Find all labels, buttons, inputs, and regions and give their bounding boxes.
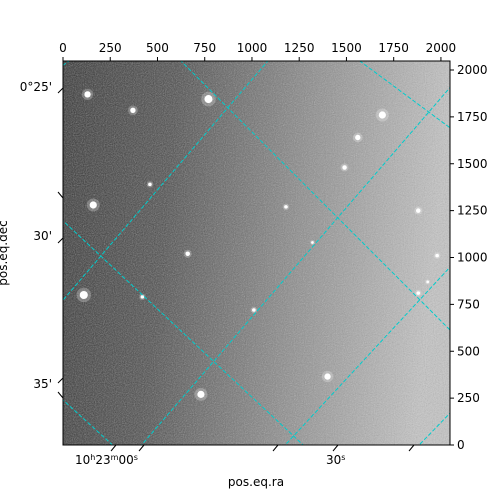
right-tick-label: 1250: [457, 204, 488, 218]
right-tick-label: 750: [457, 297, 480, 311]
right-tick-label: 0: [457, 438, 465, 452]
right-tick-label: 1000: [457, 251, 488, 265]
star: [130, 107, 136, 114]
star: [140, 295, 145, 299]
ra-tick-mark: [408, 444, 415, 452]
dec-tick-mark: [57, 191, 64, 199]
top-tick-label: 1500: [331, 41, 362, 55]
top-tick-label: 2000: [426, 41, 457, 55]
star: [342, 165, 347, 170]
ra-tick-label-2: 30s: [326, 453, 345, 467]
dec-tick-mark: [57, 87, 64, 94]
star: [204, 95, 213, 104]
star: [416, 291, 421, 295]
star: [324, 373, 331, 380]
star: [79, 290, 88, 300]
star: [197, 390, 205, 398]
dec-tick-label-1: 0°25': [20, 80, 52, 94]
star: [426, 280, 430, 284]
star: [416, 208, 421, 213]
star: [284, 205, 288, 209]
ra-tick-label-1: 10h23m00s: [75, 453, 138, 467]
right-pixel-axis: 0 250 500 750 1000 1250 1500 1750 2000: [450, 63, 488, 452]
grid-line: [284, 266, 450, 445]
star: [185, 251, 190, 256]
star: [84, 91, 91, 98]
ra-tick-mark: [332, 444, 339, 452]
plot-frame: [62, 60, 451, 446]
top-pixel-axis: 0 250 500 750 1000 1250 1500 1750 2000: [59, 41, 456, 61]
dec-tick-mark: [57, 377, 64, 384]
star: [252, 308, 256, 312]
right-tick-label: 1750: [457, 110, 488, 124]
grid-line: [359, 61, 450, 129]
dec-tick-label-2: 30': [33, 229, 52, 243]
star: [435, 253, 439, 258]
top-tick-label: 750: [193, 41, 216, 55]
grid-line: [63, 220, 304, 445]
ra-tick-mark: [138, 444, 145, 452]
star: [148, 182, 152, 187]
right-tick-label: 2000: [457, 63, 488, 77]
star: [378, 111, 386, 119]
grid-line: [63, 61, 269, 301]
top-tick-label: 1250: [284, 41, 315, 55]
right-tick-label: 250: [457, 391, 480, 405]
top-tick-label: 1750: [378, 41, 409, 55]
star: [311, 241, 314, 244]
star: [355, 134, 361, 141]
right-tick-label: 500: [457, 344, 480, 358]
x-axis-title: pos.eq.ra: [228, 475, 284, 489]
y-axis-title: pos.eq.dec: [0, 220, 10, 285]
right-tick-label: 1500: [457, 157, 488, 171]
top-tick-label: 1000: [237, 41, 268, 55]
top-tick-label: 0: [59, 41, 67, 55]
coordinate-grid: [63, 61, 450, 445]
dec-tick-label-3: 35': [33, 377, 52, 391]
dec-tick-mark: [57, 237, 64, 244]
grid-line: [63, 399, 114, 445]
ra-tick-mark: [110, 444, 117, 452]
plot-area: [62, 60, 451, 446]
grid-line: [140, 86, 450, 445]
dec-tick-mark: [57, 391, 64, 399]
top-tick-label: 500: [146, 41, 169, 55]
image-noise: [63, 61, 450, 445]
star: [89, 201, 97, 209]
ra-tick-mark: [272, 444, 279, 452]
top-tick-label: 250: [99, 41, 122, 55]
dec-axis: 0°25' 30' 35': [20, 80, 64, 399]
ra-axis: 10h23m00s 30s: [75, 444, 415, 467]
